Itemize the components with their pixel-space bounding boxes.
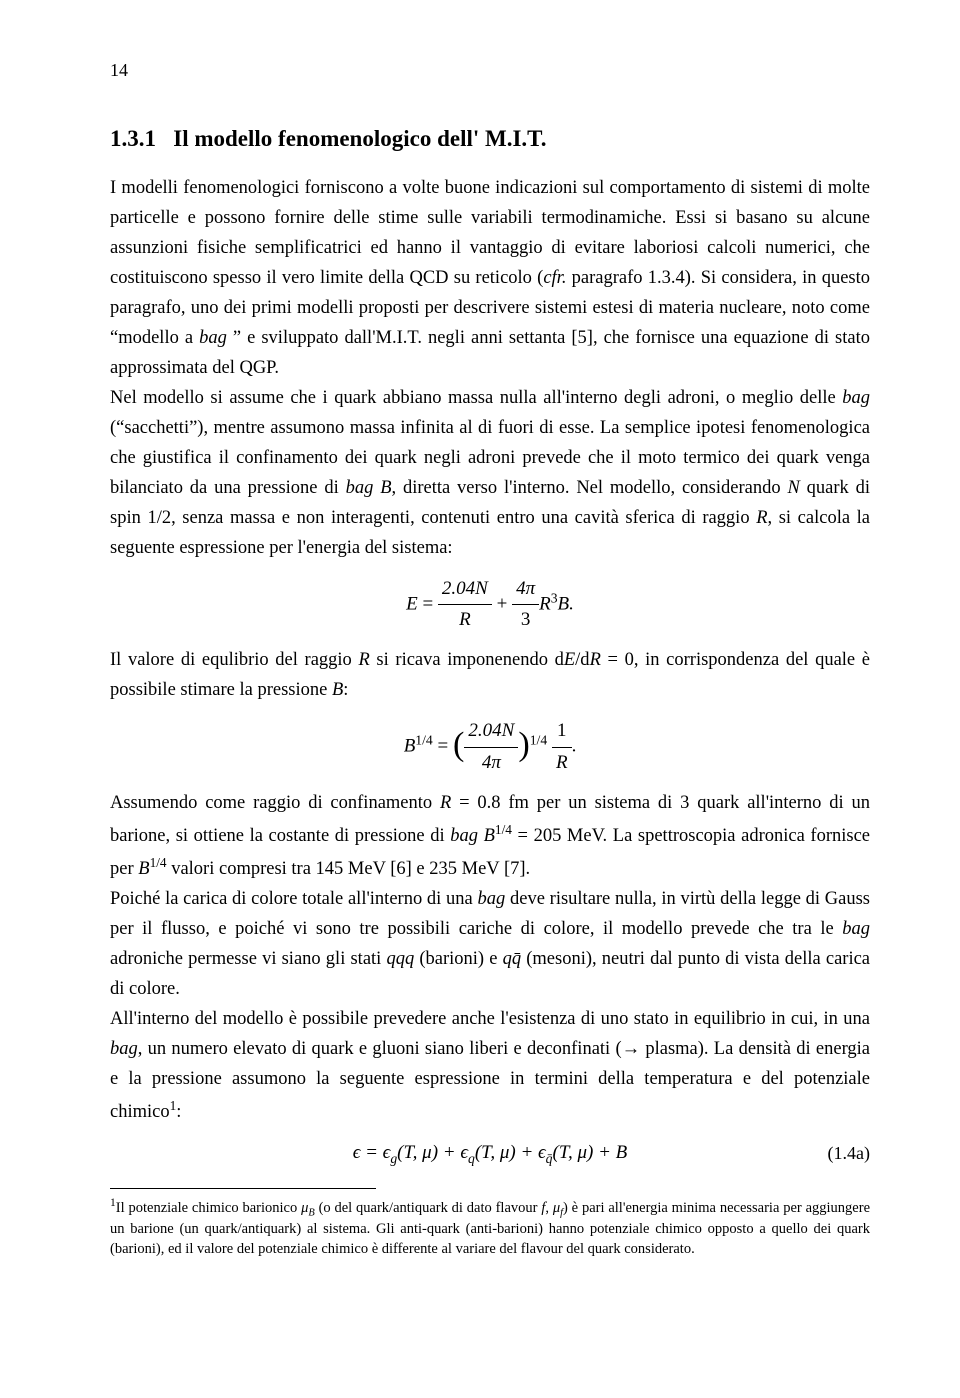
para3-R2: R bbox=[590, 650, 601, 670]
eq2-frac-den: 4π bbox=[464, 748, 518, 779]
eq1-eq: = bbox=[418, 593, 438, 614]
eq2-exp-paren: 1/4 bbox=[530, 732, 547, 747]
eq3-part4: (T, μ) + B bbox=[553, 1142, 628, 1163]
para2-B: B bbox=[380, 478, 391, 498]
paragraph-3: Il valore di equlibrio del raggio R si r… bbox=[110, 646, 870, 706]
eq3-number: (1.4a) bbox=[828, 1139, 870, 1168]
paragraph-4: Assumendo come raggio di confinamento R … bbox=[110, 789, 870, 885]
para1-cfr: cfr. bbox=[543, 268, 566, 288]
eq1-B: B. bbox=[558, 593, 574, 614]
eq1-R: R bbox=[539, 593, 551, 614]
eq1-frac2-den: 3 bbox=[512, 605, 539, 636]
eq2-frac-num: 2.04N bbox=[464, 716, 518, 748]
eq1-lhs: E bbox=[406, 593, 418, 614]
eq1-exp: 3 bbox=[551, 590, 558, 605]
eq1-frac2-num: 4π bbox=[512, 574, 539, 606]
equation-1: E = 2.04NR + 4π3R3B. bbox=[110, 574, 870, 637]
para5-qqbar: qq̄ bbox=[503, 949, 522, 969]
eq1-plus: + bbox=[492, 593, 512, 614]
para4-B: B bbox=[484, 826, 495, 846]
para5-text-a: Poiché la carica di colore totale all'in… bbox=[110, 889, 478, 909]
para5-text-c: adroniche permesse vi siano gli stati bbox=[110, 949, 386, 969]
para4-exp2: 1/4 bbox=[150, 855, 167, 870]
para3-E: E bbox=[564, 650, 575, 670]
footnote-rule bbox=[110, 1188, 376, 1189]
eq1-frac1-num: 2.04N bbox=[438, 574, 492, 606]
eq2-eq: = bbox=[433, 736, 453, 757]
para6-text-b: , un numero elevato di quark e gluoni si… bbox=[110, 1039, 870, 1122]
eq2-frac2-den: R bbox=[552, 748, 572, 779]
para6-text-a: All'interno del modello è possibile prev… bbox=[110, 1009, 870, 1029]
paragraph-5: Poiché la carica di colore totale all'in… bbox=[110, 885, 870, 1005]
para6-bag: bag bbox=[110, 1039, 138, 1059]
eq1-frac1-den: R bbox=[438, 605, 492, 636]
eq2-exp-lhs: 1/4 bbox=[415, 732, 432, 747]
page: 14 1.3.1 Il modello fenomenologico dell'… bbox=[0, 0, 960, 1300]
equation-3: ϵ = ϵg(T, μ) + ϵq(T, μ) + ϵq̄(T, μ) + B … bbox=[110, 1138, 870, 1170]
para5-text-d: (barioni) e bbox=[414, 949, 502, 969]
fn-text-a: Il potenziale chimico barionico bbox=[116, 1200, 301, 1216]
para4-text-e: valori compresi tra 145 MeV [6] e 235 Me… bbox=[167, 859, 531, 879]
section-heading: 1.3.1 Il modello fenomenologico dell' M.… bbox=[110, 126, 870, 152]
para2-bag2: bag bbox=[346, 478, 374, 498]
body-text: I modelli fenomenologici forniscono a vo… bbox=[110, 174, 870, 1260]
para3-text-e: : bbox=[343, 680, 348, 700]
para1-bag: bag bbox=[199, 328, 227, 348]
paragraph-2: Nel modello si assume che i quark abbian… bbox=[110, 384, 870, 564]
eq3-sub-qbar: q̄ bbox=[546, 1151, 553, 1166]
para2-R: R bbox=[756, 508, 767, 528]
footnote-1: 1Il potenziale chimico barionico μB (o d… bbox=[110, 1195, 870, 1260]
para4-text-a: Assumendo come raggio di confinamento bbox=[110, 793, 440, 813]
para3-text-a: Il valore di equlibrio del raggio bbox=[110, 650, 358, 670]
section-number: 1.3.1 bbox=[110, 126, 156, 151]
paragraph-6: All'interno del modello è possibile prev… bbox=[110, 1005, 870, 1128]
fn-text-c: , bbox=[545, 1200, 552, 1216]
eq2-lhs: B bbox=[404, 736, 416, 757]
para2-bag: bag bbox=[842, 388, 870, 408]
eq3-part3: (T, μ) + ϵ bbox=[475, 1142, 546, 1163]
page-number: 14 bbox=[110, 60, 870, 81]
eq3-part1: ϵ = ϵ bbox=[353, 1142, 391, 1163]
para3-text-b: si ricava imponenendo d bbox=[370, 650, 564, 670]
eq3-body: ϵ = ϵg(T, μ) + ϵq(T, μ) + ϵq̄(T, μ) + B bbox=[110, 1138, 870, 1170]
fn-text-b: (o del quark/antiquark di dato flavour bbox=[315, 1200, 542, 1216]
para4-R: R bbox=[440, 793, 451, 813]
eq1-frac1: 2.04NR bbox=[438, 574, 492, 637]
eq1-frac2: 4π3 bbox=[512, 574, 539, 637]
equation-2: B1/4 = (2.04N4π)1/4 1R. bbox=[110, 716, 870, 779]
eq3-sub-q: q bbox=[468, 1151, 475, 1166]
eq2-period: . bbox=[572, 736, 577, 757]
para5-bag2: bag bbox=[842, 919, 870, 939]
para3-text-c: /d bbox=[575, 650, 589, 670]
eq2-frac: 2.04N4π bbox=[464, 716, 518, 779]
eq2-frac2: 1R bbox=[552, 716, 572, 779]
eq2-frac2-num: 1 bbox=[552, 716, 572, 748]
para2-text-d: , diretta verso l'interno. Nel modello, … bbox=[392, 478, 788, 498]
para3-B: B bbox=[332, 680, 343, 700]
para2-N: N bbox=[787, 478, 799, 498]
paragraph-1: I modelli fenomenologici forniscono a vo… bbox=[110, 174, 870, 384]
para6-text-c: : bbox=[176, 1102, 181, 1122]
para4-exp: 1/4 bbox=[495, 822, 512, 837]
para2-text-a: Nel modello si assume che i quark abbian… bbox=[110, 388, 842, 408]
eq3-part2: (T, μ) + ϵ bbox=[397, 1142, 468, 1163]
para4-bag: bag bbox=[450, 826, 478, 846]
para5-qqq: qqq bbox=[386, 949, 414, 969]
para5-bag: bag bbox=[478, 889, 506, 909]
section-title: Il modello fenomenologico dell' M.I.T. bbox=[173, 126, 546, 151]
para4-B2: B bbox=[138, 859, 149, 879]
para3-R: R bbox=[358, 650, 369, 670]
